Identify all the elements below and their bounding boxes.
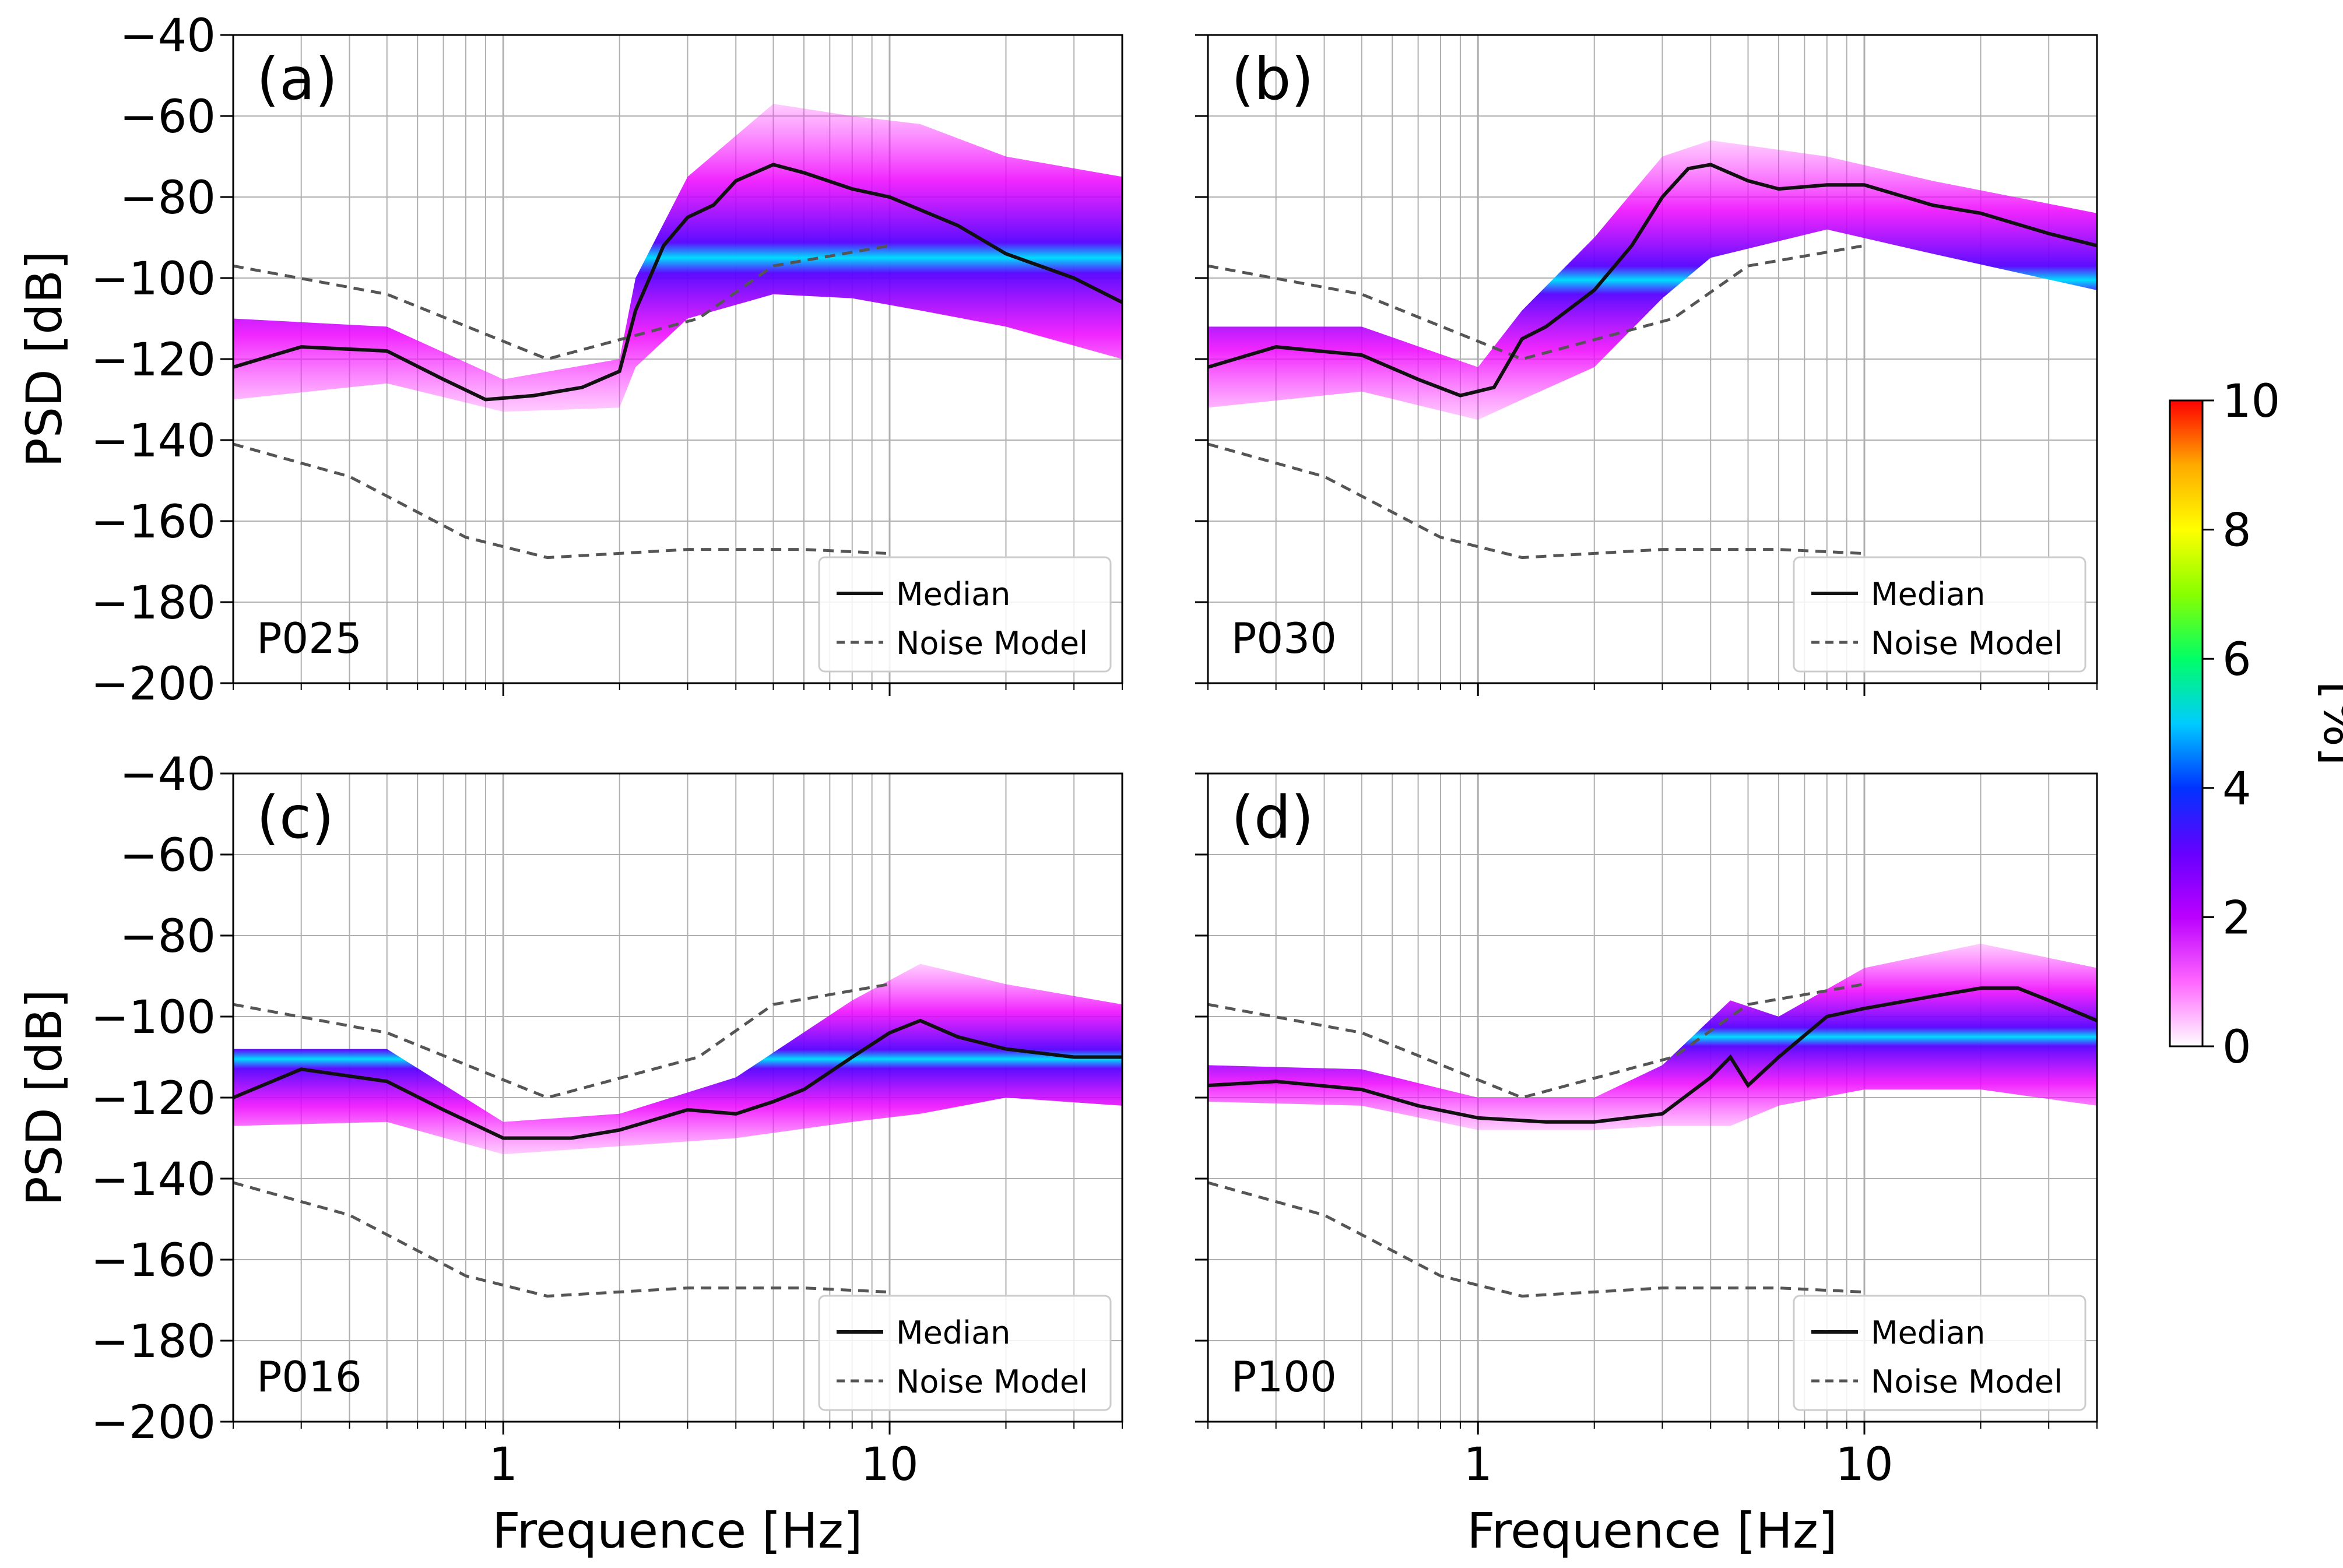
legend-noise-label: Noise Model <box>896 625 1088 662</box>
y-tick-label: −60 <box>120 829 216 882</box>
y-tick-label: −120 <box>91 334 216 386</box>
panel-label: (b) <box>1231 45 1314 113</box>
nlnm-noise-model-line <box>233 1181 890 1298</box>
legend-median-label: Median <box>1871 576 1985 613</box>
x-tick-label: 1 <box>489 1439 518 1491</box>
legend-box <box>818 556 1112 673</box>
legend: Median Noise Model <box>818 1295 1112 1411</box>
legend: Median Noise Model <box>1793 1295 2086 1411</box>
station-label: P016 <box>257 1352 362 1401</box>
median-line <box>1207 986 2098 1124</box>
legend: Median Noise Model <box>818 556 1112 673</box>
nlnm-noise-model-line <box>1207 442 1865 560</box>
y-tick-label: −200 <box>91 1397 216 1449</box>
colorbar-label: [%] <box>2313 681 2343 765</box>
x-axis-label-right: Frequence [Hz] <box>1467 1502 1837 1559</box>
legend-box <box>1793 1295 2086 1411</box>
y-tick-label: −140 <box>91 1154 216 1206</box>
station-label: P100 <box>1231 1352 1337 1401</box>
nhnm-noise-model-line <box>1207 982 1865 1099</box>
y-axis-ticks <box>1195 34 1208 684</box>
y-tick-label: −120 <box>91 1073 216 1125</box>
psd-density-band <box>233 104 1122 412</box>
y-axis-ticks: −40 −60 −80 −100 −120 −140 −160 −180 −200 <box>91 10 233 711</box>
legend-noise-label: Noise Model <box>1871 625 2063 662</box>
x-tick-label: 10 <box>1835 1439 1893 1491</box>
colorbar-tick-label: 2 <box>2222 892 2251 944</box>
x-tick-label: 10 <box>860 1439 918 1491</box>
legend-median-label: Median <box>896 576 1010 613</box>
colorbar-tick-label: 0 <box>2222 1021 2251 1074</box>
colorbar-tick-label: 10 <box>2222 375 2280 428</box>
station-label: P025 <box>257 614 362 663</box>
legend-median-label: Median <box>896 1314 1010 1351</box>
x-axis-label-left: Frequence [Hz] <box>492 1502 862 1559</box>
y-axis-label-bottom: PSD [dB] <box>16 989 73 1206</box>
colorbar-gradient <box>2169 399 2204 1047</box>
y-tick-label: −40 <box>120 748 216 801</box>
y-tick-label: −160 <box>91 496 216 549</box>
nhnm-noise-model-line <box>1207 244 1865 361</box>
median-line <box>1207 163 2098 398</box>
x-axis-ticks <box>1207 683 2098 696</box>
legend-box <box>818 1295 1112 1411</box>
legend-noise-label: Noise Model <box>1871 1363 2063 1400</box>
y-axis-label-top: PSD [dB] <box>16 251 73 467</box>
legend: Median Noise Model <box>1793 556 2086 673</box>
nhnm-noise-model-line <box>233 244 890 361</box>
panel-c: −40 −60 −80 −100 −120 −140 −160 −180 −200 1 10 (c… <box>91 748 1123 1491</box>
y-tick-label: −80 <box>120 910 216 963</box>
panel-d: 1 10 (d) P100 Median Noise Model <box>1195 772 2098 1491</box>
y-axis-ticks: −40 −60 −80 −100 −120 −140 −160 −180 −200 <box>91 748 233 1449</box>
y-tick-label: −100 <box>91 992 216 1044</box>
median-line <box>233 163 1123 402</box>
station-label: P030 <box>1231 614 1337 663</box>
y-tick-label: −100 <box>91 253 216 305</box>
x-axis-ticks <box>233 683 1123 696</box>
colorbar-ticks: 0 2 4 6 8 10 <box>2203 375 2280 1074</box>
y-tick-label: −180 <box>91 577 216 630</box>
y-tick-label: −180 <box>91 1316 216 1368</box>
nhnm-noise-model-line <box>233 982 890 1099</box>
panel-label: (c) <box>257 783 334 852</box>
y-tick-label: −140 <box>91 415 216 467</box>
x-axis-ticks: 1 10 <box>233 1422 1123 1491</box>
nlnm-noise-model-line <box>1207 1181 1865 1298</box>
colorbar-tick-label: 8 <box>2222 505 2251 557</box>
y-tick-label: −60 <box>120 91 216 143</box>
psd-density-band <box>1208 140 2097 420</box>
x-axis-ticks: 1 10 <box>1207 1422 2098 1491</box>
legend-noise-label: Noise Model <box>896 1363 1088 1400</box>
panel-label: (d) <box>1231 783 1314 852</box>
y-axis-ticks <box>1195 772 1208 1423</box>
y-tick-label: −200 <box>91 658 216 711</box>
nlnm-noise-model-line <box>233 442 890 560</box>
colorbar: 0 2 4 6 8 10 [%] <box>2169 375 2343 1074</box>
legend-box <box>1793 556 2086 673</box>
legend-median-label: Median <box>1871 1314 1985 1351</box>
colorbar-tick-label: 4 <box>2222 763 2251 815</box>
y-tick-label: −80 <box>120 172 216 224</box>
panel-label: (a) <box>257 45 338 113</box>
y-tick-label: −160 <box>91 1235 216 1287</box>
psd-density-band <box>1208 943 2097 1130</box>
x-tick-label: 1 <box>1463 1439 1492 1491</box>
psd-density-band <box>233 964 1122 1155</box>
median-line <box>232 1018 1122 1140</box>
panel-b: (b) P030 Median Noise Model <box>1195 34 2098 696</box>
panel-a: −40 −60 −80 −100 −120 −140 −160 −180 −200 (a) P0… <box>91 10 1123 711</box>
colorbar-tick-label: 6 <box>2222 634 2251 686</box>
y-tick-label: −40 <box>120 10 216 62</box>
